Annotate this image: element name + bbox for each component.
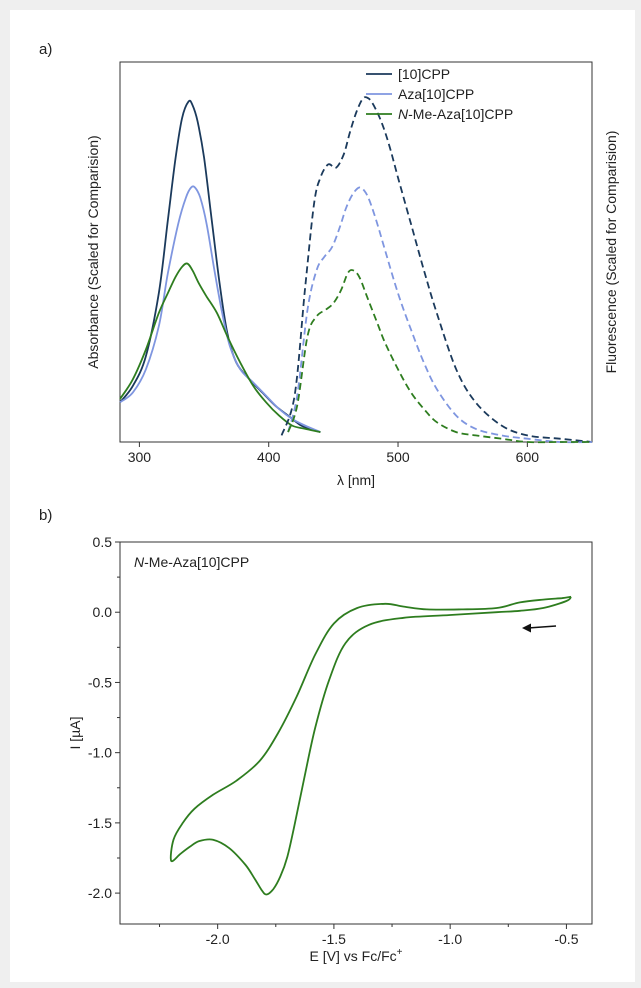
b-y-tick-label-1-5: -1.5 <box>88 815 112 831</box>
panel-b-frame <box>119 541 593 925</box>
panel-b-x-axis-label: E [V] vs Fc/Fc+ <box>310 947 403 964</box>
b-y-tick-label-0-5: -0.5 <box>88 674 112 690</box>
b-x-tick-label-0-5: -0.5 <box>554 931 578 947</box>
b-y-tick-label-0-5: 0.5 <box>93 534 113 550</box>
legend-label-n-me-aza-10-cpp: N-Me-Aza[10]CPP <box>398 106 513 122</box>
legend-label-10-cpp: [10]CPP <box>398 66 450 82</box>
figure-svg: a) 300 400 500 600 λ [nm] Absorbance (Scale… <box>39 41 619 964</box>
a-x-tick-label-400: 400 <box>257 449 281 465</box>
absorbance-line-aza-10-cpp <box>119 185 321 433</box>
b-x-tick-label-2: -2.0 <box>206 931 230 947</box>
panel-a-legend: [10]CPP Aza[10]CPP N-Me-Aza[10]CPP <box>366 66 513 122</box>
absorbance-line-n-me-aza-10-cpp <box>119 262 321 433</box>
figure: a) 300 400 500 600 λ [nm] Absorbance (Scale… <box>10 10 635 982</box>
a-x-tick-label-500: 500 <box>386 449 410 465</box>
panel-b-x-axis-label-main: E [V] vs Fc/Fc <box>310 948 397 964</box>
a-x-tick-label-600: 600 <box>516 449 540 465</box>
a-x-tick-label-300: 300 <box>128 449 152 465</box>
fluorescence-line-aza-10-cpp <box>287 186 593 444</box>
fluorescence-line-10-cpp <box>280 96 593 443</box>
scan-direction-arrow <box>522 623 557 633</box>
b-y-tick-label-2: -2.0 <box>88 885 112 901</box>
panel-b-label: b) <box>39 507 52 524</box>
b-x-tick-label-1: -1.0 <box>438 931 462 947</box>
panel-a-label: a) <box>39 41 52 58</box>
panel-b-title-rest: -Me-Aza[10]CPP <box>144 554 249 570</box>
panel-b-title-italic: N <box>134 554 145 570</box>
legend-label-aza-10-cpp: Aza[10]CPP <box>398 86 474 102</box>
panel-a-absorbance-fluorescence: a) 300 400 500 600 λ [nm] Absorbance (Scale… <box>39 41 619 488</box>
panel-b-cyclic-voltammogram: b) -2.0 -1.5 -1.0 -0.50.50.0-0.5-1.0-1.5-2.… <box>39 507 593 964</box>
panel-b-ticks: -2.0 -1.5 -1.0 -0.5 0.5 0.0 -0.5 -1.0 -1.5 -2.0 <box>88 534 579 947</box>
b-x-tick-label-1-5: -1.5 <box>322 931 346 947</box>
absorbance-line-10-cpp <box>119 99 321 433</box>
panel-a-plot-lines <box>119 96 593 444</box>
panel-b-title: N-Me-Aza[10]CPP <box>134 554 249 570</box>
panel-b-x-axis-label-sup: + <box>397 947 403 958</box>
panel-a-left-y-axis-label: Absorbance (Scaled for Comparision) <box>85 135 101 368</box>
panel-a-x-axis-label: λ [nm] <box>337 472 375 488</box>
panel-a-right-y-axis-label: Fluorescence (Scaled for Comparision) <box>603 131 619 374</box>
panel-b-plot-lines <box>169 595 572 896</box>
fluorescence-line-n-me-aza-10-cpp <box>287 269 592 444</box>
b-y-tick-label-1: -1.0 <box>88 745 112 761</box>
cv-line-n-me-aza-10-cpp <box>169 595 572 896</box>
panel-a-frame <box>119 61 593 443</box>
panel-a-x-ticks: 300 400 500 600 <box>128 442 540 465</box>
b-y-tick-label-0: 0.0 <box>93 604 113 620</box>
panel-b-y-axis-label: I [µA] <box>67 717 83 750</box>
